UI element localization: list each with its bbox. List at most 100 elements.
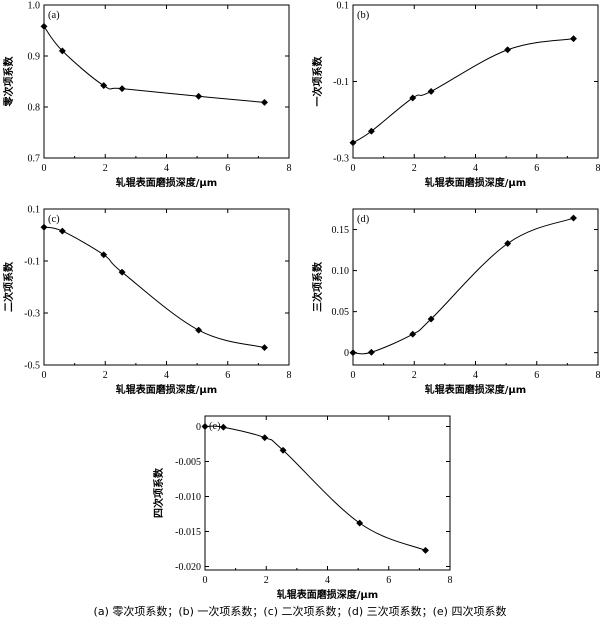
- panel-b-data-point: [367, 127, 375, 135]
- panel-e-xtick-label: 0: [203, 575, 208, 586]
- panel-e: 0 2 4 6 80-0.005-0.010-0.015-0.020(e)轧辊表面磨损深…: [152, 415, 453, 601]
- panel-b-ytick-label: -0.3: [333, 154, 349, 165]
- panel-d-frame: [352, 208, 599, 366]
- panel-a-xtick-label: 2: [103, 163, 108, 174]
- panel-d-xtick-label: 4: [473, 370, 478, 381]
- panel-d-data-point: [409, 330, 417, 338]
- panel-c-ylabel: 二次项系数: [2, 261, 15, 312]
- panel-d-ytick-label: 0.10: [332, 266, 350, 277]
- panel-d-ytick-label: 0.05: [332, 307, 350, 318]
- panel-c-data-point: [260, 344, 269, 352]
- panel-a-ytick-label: 0.8: [28, 103, 41, 114]
- panel-d-data-point: [349, 349, 357, 357]
- panel-d-ytick-label: 0: [344, 348, 349, 359]
- panel-a-ytick-label: 0.7: [28, 154, 41, 165]
- panel-b-data-point: [504, 46, 512, 54]
- panel-c-xtick-label: 8: [287, 370, 292, 381]
- panel-a-ytick-label: 1.0: [28, 1, 41, 12]
- panel-b-xtick-label: 6: [534, 163, 539, 174]
- panel-a-data-point: [58, 47, 66, 55]
- panel-c-data-point: [118, 268, 126, 276]
- panel-a-xtick-label: 4: [164, 163, 169, 174]
- panel-c-xtick-label: 0: [42, 370, 47, 381]
- panel-e-xtick-label: 8: [448, 575, 453, 586]
- panel-a-data-point: [260, 98, 269, 106]
- panel-c-frame: [43, 208, 290, 366]
- panel-c-xtick-label: 6: [225, 370, 230, 381]
- panel-d-xlabel: 轧辊表面磨损深度/μm: [425, 383, 526, 396]
- panel-c-data-point: [195, 326, 203, 334]
- panel-e-ytick-label: -0.020: [175, 562, 201, 573]
- panel-b-data-point: [427, 87, 435, 95]
- panel-e-xtick-label: 2: [264, 575, 269, 586]
- panel-e-data-point: [279, 446, 287, 454]
- panel-e-ytick-label: -0.010: [175, 492, 201, 503]
- panel-a-series-line: [43, 26, 265, 103]
- panel-d-data-point: [569, 214, 578, 222]
- panel-b-ylabel: 一次项系数: [311, 56, 324, 107]
- panel-a-xtick-label: 6: [225, 163, 230, 174]
- panel-c-ytick-label: 0.1: [28, 205, 41, 216]
- panel-d-ytick-label: 0.15: [332, 225, 350, 236]
- panel-c-data-point: [100, 251, 108, 259]
- panel-b-xlabel: 轧辊表面磨损深度/μm: [425, 176, 526, 189]
- panel-c-ytick-label: -0.5: [24, 361, 40, 372]
- panel-e-ylabel: 四次项系数: [152, 467, 165, 518]
- panel-e-data-point: [421, 546, 430, 554]
- panel-b-data-point: [569, 35, 578, 43]
- panel-a-data-point: [118, 85, 126, 93]
- panel-b-data-point: [349, 139, 357, 147]
- panel-a-label: (a): [48, 10, 60, 21]
- panel-a-ylabel: 零次项系数: [2, 56, 15, 108]
- panel-b-xtick-label: 2: [412, 163, 417, 174]
- panel-b-series-line: [352, 38, 574, 144]
- panel-c-series-line: [43, 226, 265, 349]
- panel-e-data-point: [261, 434, 269, 442]
- panel-b-xtick-label: 8: [596, 163, 600, 174]
- panel-a-frame: [43, 4, 290, 159]
- panel-d-data-point: [367, 348, 375, 356]
- panel-c-xtick-label: 2: [103, 370, 108, 381]
- panel-e-xtick-label: 4: [325, 575, 330, 586]
- panel-d-ylabel: 三次项系数: [311, 261, 324, 312]
- panel-e-series-line: [204, 425, 426, 551]
- panel-e-xtick-label: 6: [386, 575, 391, 586]
- panel-a-xtick-label: 8: [287, 163, 292, 174]
- figure-caption: (a) 零次项系数；(b) 一次项系数；(c) 二次项系数；(d) 三次项系数；…: [93, 605, 507, 618]
- panel-d-xtick-label: 2: [412, 370, 417, 381]
- panel-e-ytick-label: -0.005: [175, 457, 201, 468]
- panel-c-xtick-label: 4: [164, 370, 169, 381]
- panel-d-data-point: [504, 239, 512, 248]
- panel-d-xtick-label: 6: [534, 370, 539, 381]
- panel-a-xtick-label: 0: [42, 163, 47, 174]
- panel-c: 0 2 4 6 8 -0.5 -0.3 -0.1 0.1 (c) 轧辊表面磨损深度/μm 二次项系数: [2, 205, 292, 397]
- panel-c-ytick-label: -0.1: [24, 257, 40, 268]
- panel-b: 0 2 4 6 8 -0.3 -0.1 0.1 (b) 轧辊表面磨损深度/μm 一次项系数: [311, 1, 600, 190]
- panel-d-label: (d): [357, 214, 370, 225]
- panel-e-data-point: [356, 519, 364, 527]
- panel-d-xtick-label: 0: [351, 370, 356, 381]
- panel-d-xtick-label: 8: [596, 370, 600, 381]
- panel-a-xlabel: 轧辊表面磨损深度/μm: [116, 176, 217, 189]
- panel-e-ytick-label: 0: [196, 422, 201, 433]
- panel-a-ytick-label: 0.9: [28, 52, 41, 63]
- panel-b-frame: [352, 4, 599, 159]
- panel-a-data-point: [195, 92, 203, 100]
- panel-b-label: (b): [357, 10, 370, 21]
- panel-e-data-point: [201, 422, 209, 431]
- panel-a-data-point: [40, 22, 48, 30]
- panel-c-data-point: [58, 227, 66, 235]
- panel-c-data-point: [40, 223, 48, 231]
- panel-b-xtick-label: 0: [351, 163, 356, 174]
- panel-a-data-point: [100, 82, 108, 90]
- panel-c-ytick-label: -0.3: [24, 309, 40, 320]
- panel-b-ytick-label: -0.1: [333, 77, 349, 88]
- panel-c-xlabel: 轧辊表面磨损深度/μm: [116, 383, 217, 396]
- panel-b-ytick-label: 0.1: [337, 1, 350, 12]
- panel-e-xlabel: 轧辊表面磨损深度/μm: [277, 588, 378, 601]
- panel-b-xtick-label: 4: [473, 163, 478, 174]
- panel-d: 0 2 4 6 8 0 0.05 0.10 0.15 (d) 轧辊表面磨损深度/μm 三次项系数: [311, 208, 600, 396]
- panel-e-data-point: [219, 423, 227, 431]
- panel-b-data-point: [409, 94, 417, 102]
